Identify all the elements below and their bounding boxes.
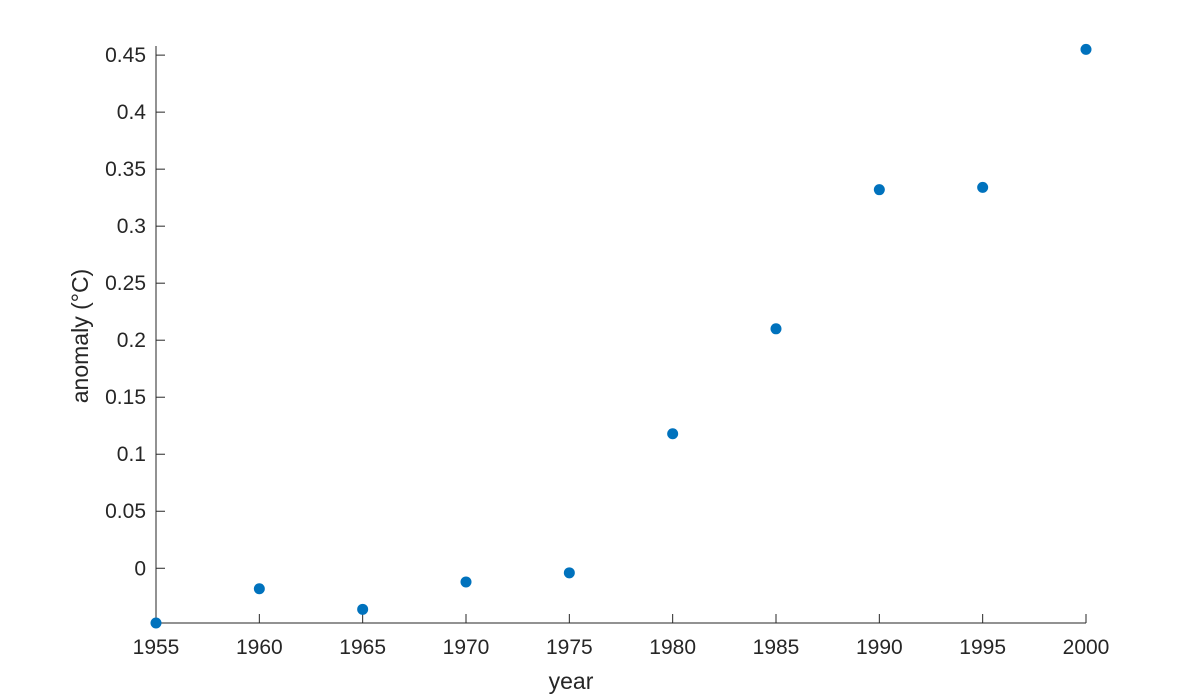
data-point [150, 617, 162, 629]
x-tick-label: 1970 [443, 636, 490, 659]
data-point [977, 181, 989, 193]
data-point [563, 567, 575, 579]
x-tick-label: 1965 [339, 636, 386, 659]
x-tick-label: 1955 [133, 636, 180, 659]
y-tick-label: 0.4 [117, 101, 147, 124]
y-axis-label: anomaly (°C) [67, 269, 93, 403]
x-tick-label: 1980 [649, 636, 696, 659]
x-tick-label: 2000 [1063, 636, 1110, 659]
x-tick-label: 1960 [236, 636, 283, 659]
x-axis-label: year [549, 668, 594, 694]
y-tick-label: 0.15 [105, 386, 146, 409]
y-tick-label: 0.45 [105, 44, 146, 67]
data-point [1080, 43, 1092, 55]
x-axis-ticks: 1955 1960 1965 1970 1975 1980 1985 1990 1995 2000 [133, 614, 1110, 659]
y-axis-ticks: 0 0.05 0.1 0.15 0.2 0.25 0.3 0.35 0.4 0.45 [105, 44, 165, 580]
x-tick-label: 1995 [959, 636, 1006, 659]
y-tick-label: 0 [134, 557, 146, 580]
y-tick-label: 0.25 [105, 272, 146, 295]
y-tick-label: 0.05 [105, 500, 146, 523]
y-tick-label: 0.35 [105, 158, 146, 181]
axes [155, 46, 1086, 624]
data-point [873, 184, 885, 196]
x-tick-label: 1990 [856, 636, 903, 659]
y-tick-label: 0.2 [117, 329, 146, 352]
x-tick-label: 1985 [753, 636, 800, 659]
y-tick-label: 0.1 [117, 443, 146, 466]
y-tick-label: 0.3 [117, 215, 146, 238]
data-point [770, 323, 782, 335]
data-point [253, 583, 265, 595]
data-point [667, 428, 679, 440]
data-point [357, 603, 369, 615]
data-point [460, 576, 472, 588]
x-tick-label: 1975 [546, 636, 593, 659]
data-points [150, 43, 1092, 629]
